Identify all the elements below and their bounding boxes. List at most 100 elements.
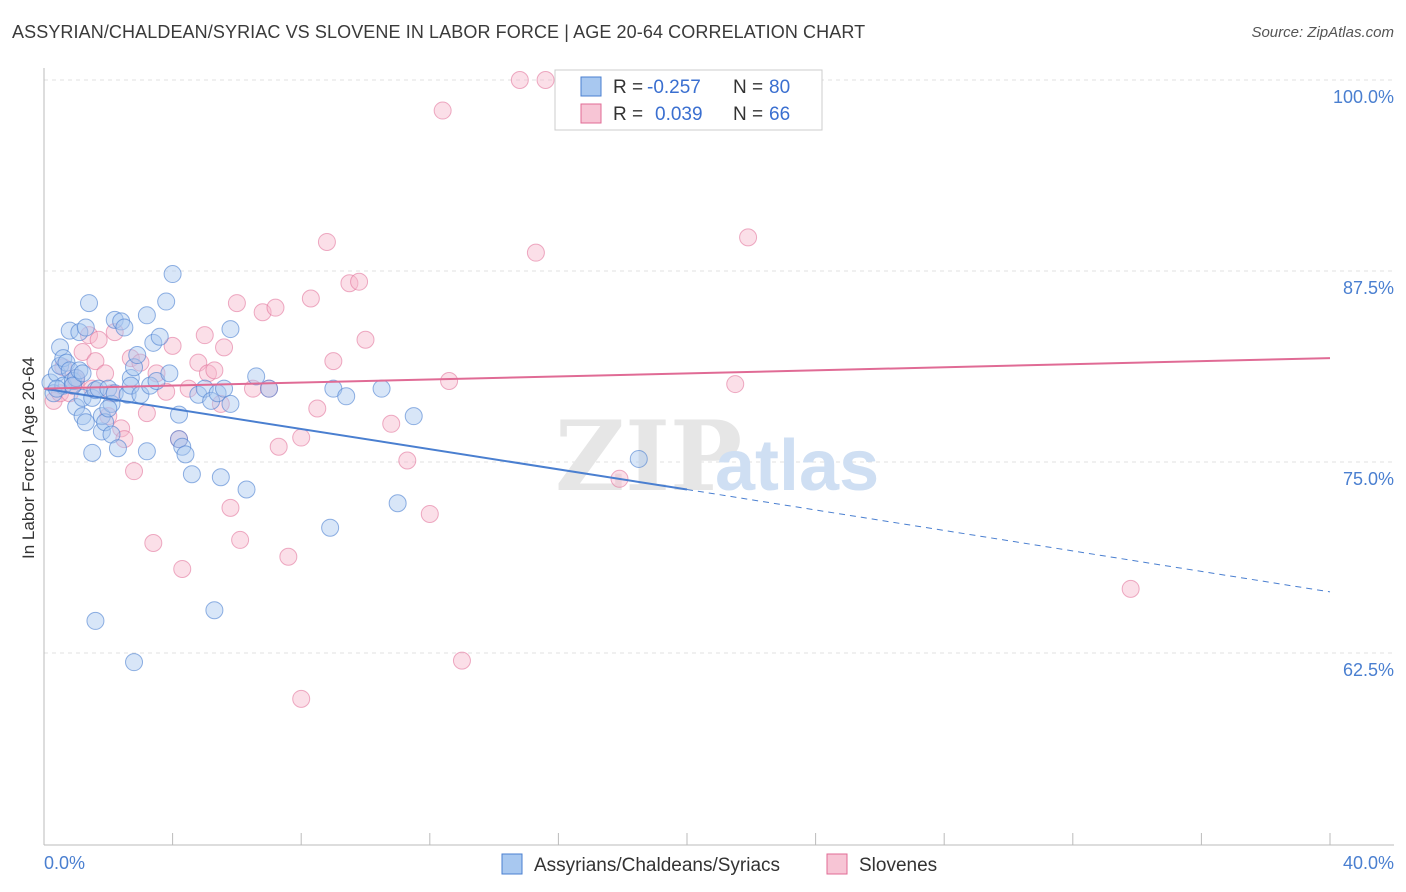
y-tick-label-1: 87.5% [1343,278,1394,298]
point-slovenes-43 [301,289,320,308]
legend-swatch-blue [580,76,602,97]
point-assyrians-19 [80,294,99,313]
point-slovenes-57 [526,243,545,262]
point-slovenes-6 [73,342,92,361]
point-assyrians-4 [51,338,70,357]
chart-title: ASSYRIAN/CHALDEAN/SYRIAC VS SLOVENE IN L… [12,22,866,42]
point-assyrians-18 [76,318,95,337]
point-assyrians-41 [137,306,156,325]
point-slovenes-54 [440,372,459,391]
bottom-legend: Assyrians/Chaldeans/Syriacs Slovenes [501,853,937,876]
y-tick-label-2: 75.0% [1343,469,1394,489]
point-assyrians-22 [86,381,105,400]
x-axis-ticks [43,833,1331,845]
point-assyrians-17 [76,413,95,432]
y-tick-label-3: 62.5% [1343,660,1394,680]
point-assyrians-75 [211,468,230,487]
point-assyrians-42 [137,442,156,461]
point-slovenes-34 [227,294,246,313]
trend-line-slovenes [43,357,1331,390]
point-assyrians-61 [221,320,240,339]
point-assyrians-21 [83,443,102,462]
y-tick-label-0: 100.0% [1333,87,1394,107]
point-assyrians-68 [388,494,407,513]
point-assyrians-14 [70,323,89,342]
point-slovenes-14 [105,323,124,342]
point-assyrians-70 [629,449,648,468]
legend-box: R = -0.257 N = 80 R = 0.039 N = 66 [554,69,823,131]
point-slovenes-20 [137,404,156,423]
y-tick-labels: 100.0% 87.5% 75.0% 62.5% [1333,87,1394,680]
point-slovenes-63 [292,689,311,708]
point-slovenes-64 [215,338,234,357]
point-slovenes-56 [510,71,529,89]
point-assyrians-27 [99,379,118,398]
point-slovenes-18 [125,462,144,481]
point-assyrians-32 [108,439,127,458]
point-slovenes-51 [398,451,417,470]
point-slovenes-46 [324,352,343,371]
point-assyrians-67 [372,379,391,398]
point-assyrians-62 [237,480,256,499]
point-slovenes-61 [739,228,758,247]
point-assyrians-48 [160,364,179,383]
point-slovenes-11 [96,364,115,383]
point-assyrians-72 [125,653,144,672]
chart-source: Source: ZipAtlas.com [1251,24,1394,41]
point-slovenes-58 [536,71,555,89]
legend-n-label-1: N = [733,77,763,98]
point-slovenes-40 [269,437,288,456]
grid-lines [44,79,1394,654]
legend-r-label-2: R = [613,104,643,125]
legend-swatch-pink [580,103,602,124]
point-assyrians-13 [70,361,89,380]
legend-n-value-1: 80 [769,77,790,98]
point-slovenes-44 [308,399,327,418]
trend-line-assyrians [43,387,688,491]
bottom-legend-swatch-pink [826,853,848,875]
point-assyrians-10 [63,372,82,391]
point-slovenes-47 [340,274,359,293]
point-assyrians-69 [404,407,423,426]
point-assyrians-30 [105,384,124,403]
point-assyrians-71 [86,611,105,630]
bottom-legend-label-assyrians: Assyrians/Chaldeans/Syriacs [534,855,780,876]
point-assyrians-47 [157,292,176,311]
point-slovenes-62 [1121,579,1140,598]
point-slovenes-32 [211,394,230,413]
axes [43,68,1394,846]
point-slovenes-39 [266,298,285,317]
point-slovenes-41 [279,547,298,566]
legend-r-label-1: R = [613,77,643,98]
watermark-atlas: atlas [715,426,879,506]
point-slovenes-50 [382,414,401,433]
point-slovenes-15 [112,419,131,438]
point-slovenes-33 [221,498,240,517]
point-slovenes-9 [86,352,105,371]
point-slovenes-42 [292,428,311,447]
point-slovenes-35 [231,530,250,549]
point-slovenes-53 [433,101,452,120]
watermark-zip: ZIP [555,400,742,513]
point-assyrians-53 [176,445,195,464]
point-assyrians-54 [182,465,201,484]
legend-r-value-1: -0.257 [647,77,701,98]
point-assyrians-39 [128,346,147,365]
point-assyrians-34 [115,318,134,337]
point-slovenes-24 [163,336,182,355]
point-slovenes-48 [350,272,369,291]
legend-n-value-2: 66 [769,104,790,125]
point-assyrians-46 [150,327,169,346]
y-axis-label: In Labor Force | Age 20-64 [19,357,38,559]
trend-line-assyrians-dashed [686,489,1331,593]
point-assyrians-74 [321,518,340,537]
point-slovenes-10 [89,330,108,349]
point-slovenes-21 [144,533,163,552]
point-slovenes-52 [420,504,439,523]
x-tick-label-min: 0.0% [44,853,85,873]
bottom-legend-swatch-blue [501,853,523,875]
trend-lines [43,357,1331,593]
point-slovenes-45 [317,232,336,251]
point-slovenes-60 [726,375,745,394]
